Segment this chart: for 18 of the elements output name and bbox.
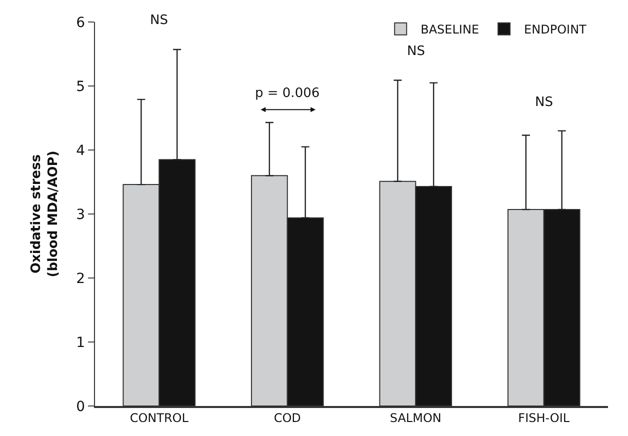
legend-label: ENDPOINT xyxy=(524,22,588,36)
y-tick-label: 0 xyxy=(76,398,86,415)
y-axis-title: Oxidative stress (blood MDA/AOP) xyxy=(29,150,62,278)
y-tick-label: 3 xyxy=(76,206,86,223)
annotation: NS xyxy=(150,13,168,28)
y-tick-label: 6 xyxy=(76,14,86,31)
y-tick-label: 2 xyxy=(76,270,86,287)
x-tick-label: CONTROL xyxy=(130,411,189,426)
y-tick-label: 4 xyxy=(76,142,86,159)
y-tick-label: 1 xyxy=(76,334,86,351)
annotation: NS xyxy=(535,95,553,110)
annotation: p = 0.006 xyxy=(255,86,320,101)
y-tick-label: 5 xyxy=(76,78,86,95)
x-tick-label: SALMON xyxy=(390,411,442,426)
legend-label: BASELINE xyxy=(420,22,480,36)
x-tick-label: FISH-OIL xyxy=(518,411,570,426)
annotation: NS xyxy=(407,44,425,59)
x-tick-label: COD xyxy=(274,411,301,426)
